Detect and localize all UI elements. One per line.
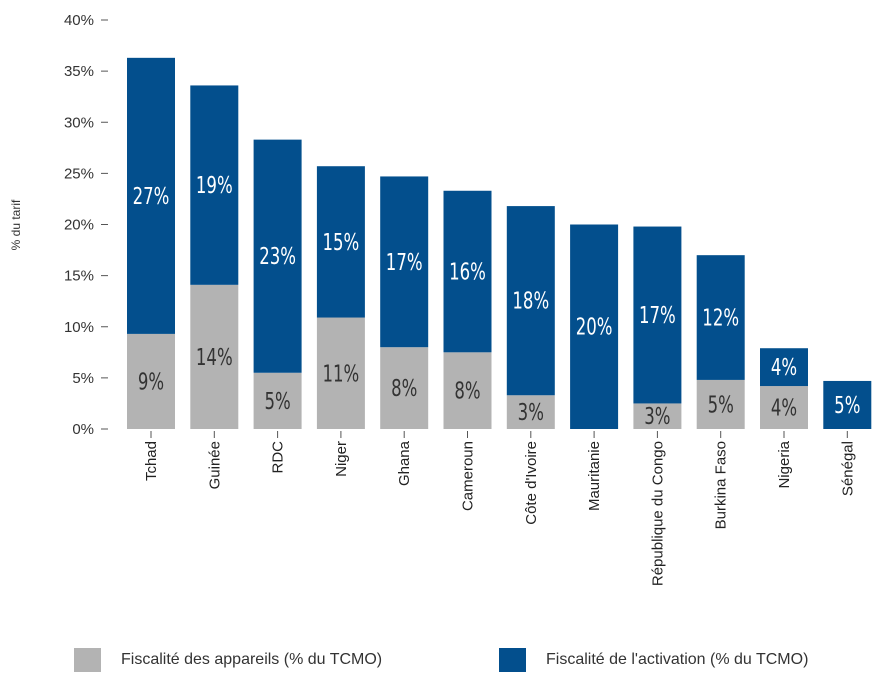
bar-segment-devices <box>696 379 745 429</box>
data-label: 11% <box>323 359 360 387</box>
legend-label-devices: Fiscalité des appareils (% du TCMO) <box>121 651 383 668</box>
legend-label-activation: Fiscalité de l'activation (% du TCMO) <box>546 651 809 668</box>
bar-segment-activation <box>696 255 745 380</box>
bar-segment-activation <box>253 139 302 373</box>
bar-segment-activation <box>823 380 872 429</box>
y-tick-label: 5% <box>72 370 94 387</box>
data-label: 19% <box>196 171 233 199</box>
data-label: 4% <box>771 394 797 422</box>
data-label: 14% <box>196 343 233 371</box>
x-category-label: Guinée <box>206 441 223 489</box>
y-tick-label: 10% <box>64 319 94 336</box>
legend-item-activation: Fiscalité de l'activation (% du TCMO) <box>499 648 808 672</box>
data-label: 9% <box>138 368 164 396</box>
x-category-label: Niger <box>333 441 350 477</box>
data-label: 27% <box>133 182 170 210</box>
bar-segment-devices <box>506 395 555 429</box>
data-label: 5% <box>834 391 860 419</box>
y-tick-label: 20% <box>64 217 94 234</box>
data-label: 3% <box>518 398 544 426</box>
legend-item-devices: Fiscalité des appareils (% du TCMO) <box>74 648 382 672</box>
x-category-label: Sénégal <box>839 441 856 496</box>
x-category-label: Côte d'Ivoire <box>523 441 540 525</box>
x-category-label: Nigeria <box>776 440 793 488</box>
x-category-label: Mauritanie <box>586 441 603 511</box>
data-label: 20% <box>576 313 613 341</box>
y-axis-title: % du tarif <box>9 199 23 250</box>
bar-segment-devices <box>190 284 239 429</box>
bar-segment-devices <box>380 347 429 429</box>
y-tick-label: 0% <box>72 421 94 438</box>
data-label: 4% <box>771 353 797 381</box>
data-label: 16% <box>449 258 486 286</box>
bar-segment-activation <box>127 57 175 334</box>
y-tick-label: 25% <box>64 165 94 182</box>
bar-segment-activation <box>506 206 555 396</box>
data-label: 5% <box>708 391 734 419</box>
data-label: 18% <box>512 287 549 315</box>
legend-swatch-devices <box>74 648 101 672</box>
data-label: 17% <box>386 248 423 276</box>
bar-segment-activation <box>760 348 808 387</box>
x-category-label: République du Congo <box>649 441 666 586</box>
y-tick-label: 30% <box>64 114 94 131</box>
bar-segment-devices <box>760 386 808 429</box>
data-label: 23% <box>259 242 296 270</box>
bar-segment-activation <box>316 166 365 318</box>
bar-segment-devices <box>316 317 365 429</box>
bar-segment-activation <box>380 176 429 348</box>
bar-segment-activation <box>633 226 682 404</box>
stacked-bar-chart: 0% 5% 10% 15% 20% 25% 30% 35% 40% 9% 27% 14% 19% 5% 2… <box>9 12 872 586</box>
bar-segment-devices <box>253 372 302 429</box>
y-axis: 0% 5% 10% 15% 20% 25% 30% 35% 40% <box>64 12 108 438</box>
x-axis: Tchad Guinée RDC Niger Ghana Cameroun Côte d'I… <box>143 431 856 586</box>
bar-segment-devices <box>443 352 492 429</box>
data-label: 12% <box>702 304 739 332</box>
data-label: 15% <box>323 228 360 256</box>
data-label: 8% <box>454 377 480 405</box>
bar-segment-activation <box>443 190 492 353</box>
bar-segment-devices <box>633 403 682 429</box>
bars: 9% 27% 14% 19% 5% 23% 11% 15% 8% 17% 8% 16% 3% 18% 20%… <box>127 57 872 430</box>
legend-swatch-activation <box>499 648 526 672</box>
x-category-label: Cameroun <box>460 441 477 511</box>
data-label: 5% <box>264 387 290 415</box>
x-category-label: Burkina Faso <box>713 441 730 529</box>
bar-segment-activation <box>190 85 239 285</box>
data-label: 17% <box>639 301 676 329</box>
bar-segment-devices <box>127 333 175 429</box>
y-tick-label: 40% <box>64 12 94 29</box>
y-tick-label: 35% <box>64 63 94 80</box>
x-category-label: Tchad <box>143 441 160 481</box>
x-category-label: Ghana <box>396 440 413 486</box>
data-label: 3% <box>644 402 670 430</box>
bar-segment-activation <box>570 224 619 429</box>
legend: Fiscalité des appareils (% du TCMO) Fisc… <box>0 648 885 672</box>
x-category-label: RDC <box>270 441 287 474</box>
y-tick-label: 15% <box>64 268 94 285</box>
data-label: 8% <box>391 374 417 402</box>
